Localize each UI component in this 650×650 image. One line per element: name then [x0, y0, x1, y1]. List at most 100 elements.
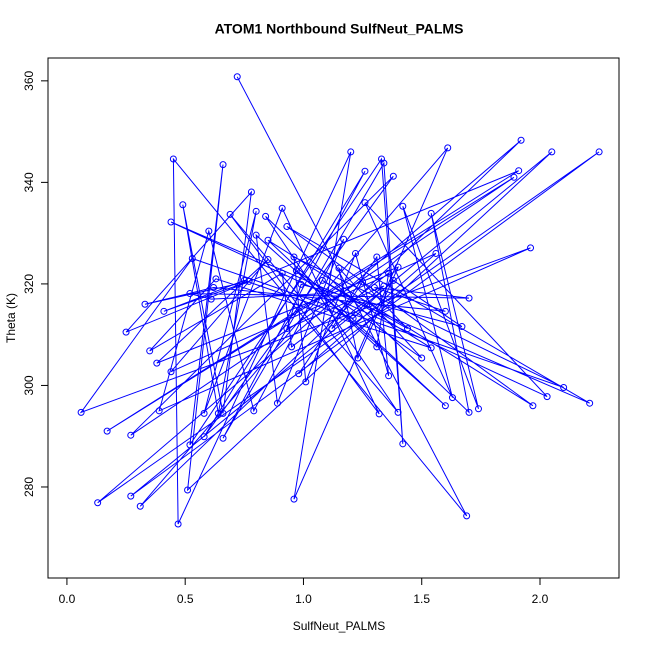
point [359, 278, 367, 286]
point [188, 255, 196, 263]
point [179, 201, 187, 209]
point [385, 269, 393, 277]
point [373, 343, 381, 351]
point [510, 173, 518, 181]
point [347, 148, 355, 156]
x-tick-label: 0.5 [177, 592, 194, 606]
point [295, 370, 303, 378]
y-axis-label: Theta (K) [4, 293, 18, 343]
x-tick-label: 1.0 [295, 592, 312, 606]
point [321, 290, 329, 298]
y-tick-label: 300 [22, 375, 36, 395]
point [290, 253, 298, 261]
point [529, 402, 537, 410]
point [399, 202, 407, 210]
point [233, 73, 241, 81]
point [167, 218, 175, 226]
x-tick-label: 2.0 [532, 592, 549, 606]
point [219, 434, 227, 442]
point [186, 290, 194, 298]
series-line [79, 76, 600, 525]
point [328, 325, 336, 333]
point [318, 276, 326, 284]
point [247, 188, 255, 196]
point [167, 368, 175, 376]
point [340, 235, 348, 243]
point [94, 499, 102, 507]
point [122, 328, 130, 336]
point [351, 249, 359, 257]
y-tick-label: 340 [22, 172, 36, 192]
point [465, 294, 473, 302]
point [560, 383, 568, 391]
y-tick-label: 360 [22, 71, 36, 91]
point [394, 408, 402, 416]
point [186, 441, 194, 449]
point [441, 402, 449, 410]
point [548, 148, 556, 156]
point [226, 210, 234, 218]
point [399, 440, 407, 448]
point [245, 277, 253, 285]
point [205, 227, 213, 235]
point [292, 267, 300, 275]
point [527, 244, 535, 252]
point [264, 236, 272, 244]
point [219, 409, 227, 417]
point [463, 512, 471, 520]
point [586, 399, 594, 407]
point [427, 209, 435, 217]
point [77, 408, 85, 416]
y-tick-label: 320 [22, 274, 36, 294]
point [441, 307, 449, 315]
point [349, 314, 357, 322]
point [250, 407, 258, 415]
point [103, 427, 111, 435]
point [174, 520, 182, 528]
point [444, 144, 452, 152]
y-tick-label: 280 [22, 477, 36, 497]
point [302, 378, 310, 386]
point [169, 155, 177, 163]
point [262, 212, 270, 220]
point [153, 359, 161, 367]
point [207, 295, 215, 303]
point [375, 410, 383, 418]
x-tick-label: 1.5 [413, 592, 430, 606]
point [288, 343, 296, 351]
point [335, 264, 343, 272]
point [240, 276, 248, 284]
point [210, 283, 218, 291]
point [361, 167, 369, 175]
point [212, 275, 220, 283]
point [361, 199, 369, 207]
point [418, 354, 426, 362]
point [465, 408, 473, 416]
point [427, 344, 435, 352]
point [283, 223, 291, 231]
point [184, 486, 192, 494]
point [389, 172, 397, 180]
point [278, 269, 286, 277]
point [380, 282, 388, 290]
point [297, 280, 305, 288]
point [155, 407, 163, 415]
point [354, 354, 362, 362]
point [264, 256, 272, 264]
point [404, 325, 412, 333]
point [127, 431, 135, 439]
point [595, 148, 603, 156]
point [219, 161, 227, 169]
point [214, 409, 222, 417]
point [385, 372, 393, 380]
point [290, 495, 298, 503]
point [448, 394, 456, 402]
point [252, 231, 260, 239]
point [141, 300, 149, 308]
point [283, 325, 291, 333]
point [200, 433, 208, 441]
point [146, 347, 154, 355]
point [127, 492, 135, 500]
point [515, 167, 523, 175]
